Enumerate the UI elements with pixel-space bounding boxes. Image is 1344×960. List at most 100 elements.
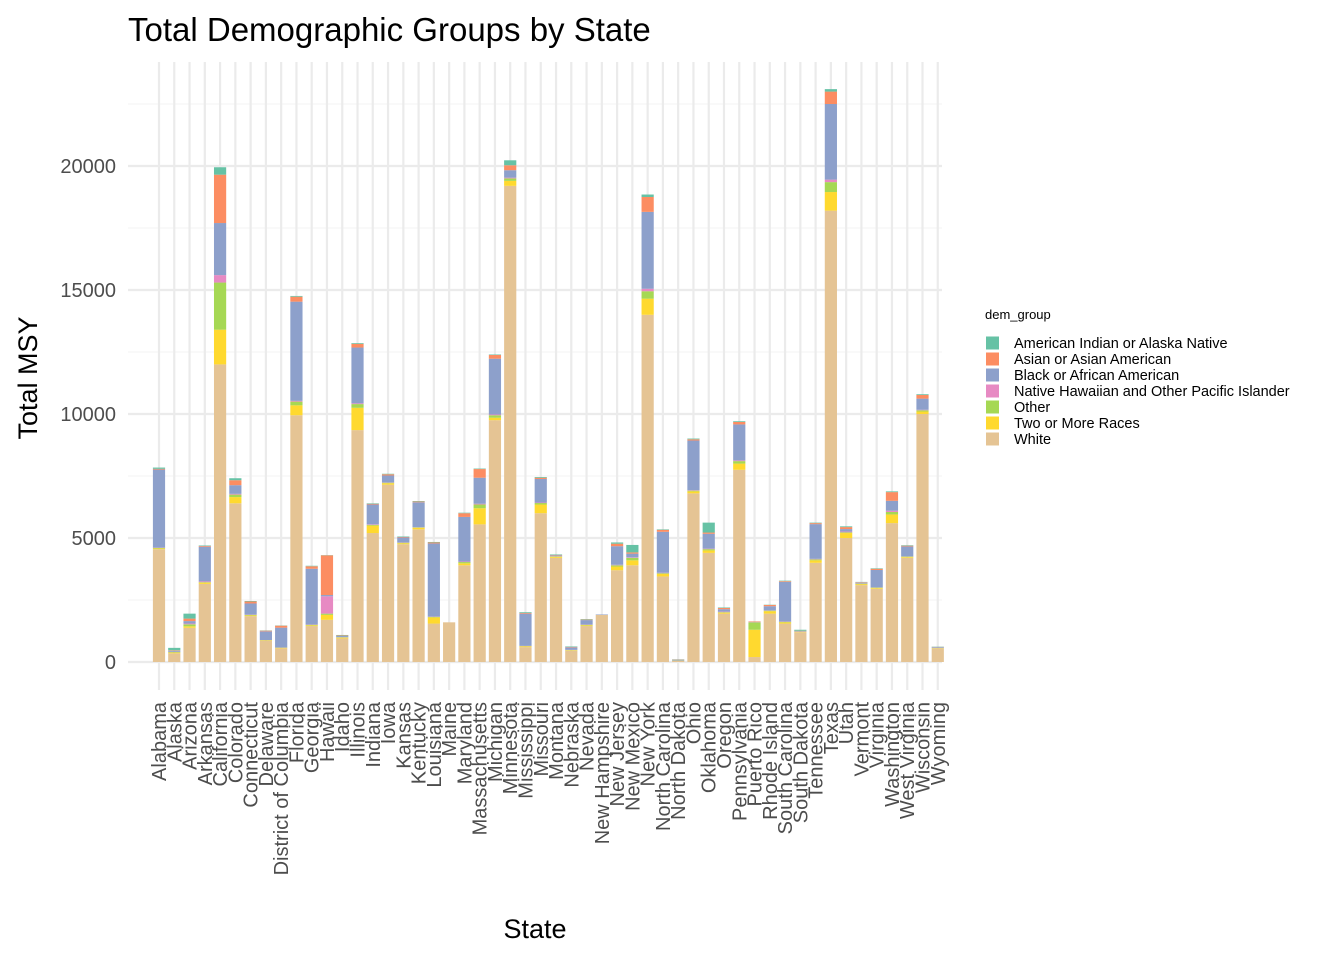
bar-segment <box>763 604 776 607</box>
bar-segment <box>840 527 853 530</box>
bar-segment <box>351 430 364 662</box>
x-tick-label: Florida <box>286 701 308 763</box>
x-tick-label: Colorado <box>225 702 247 783</box>
bar-segment <box>458 562 471 564</box>
bar-segment <box>504 185 517 662</box>
bar-segment <box>824 89 837 92</box>
bar-segment <box>565 647 578 650</box>
legend-label: Asian or Asian American <box>1014 352 1171 368</box>
bar-segment <box>183 627 196 662</box>
bar-segment <box>183 623 196 625</box>
bar-segment <box>885 514 899 524</box>
bar-segment <box>870 568 883 570</box>
bar-segment <box>626 560 639 566</box>
bar-segment <box>458 565 471 662</box>
bar-segment <box>626 553 639 558</box>
bar-segment <box>381 474 395 476</box>
bar-segment <box>748 622 761 630</box>
x-axis-ticks: AlabamaAlaskaArizonaArkansasCaliforniaCo… <box>149 701 950 875</box>
x-tick-label: Minnesota <box>500 701 522 794</box>
bar-segment <box>381 483 395 485</box>
bar-segment <box>916 394 929 395</box>
legend-label: Black or African American <box>1014 368 1179 384</box>
x-tick-label: Oklahoma <box>699 701 721 793</box>
bar-segment <box>473 508 486 525</box>
bar-segment <box>183 624 196 627</box>
legend-swatch <box>986 400 999 414</box>
bar-segment <box>397 537 410 543</box>
bar-segment <box>626 557 639 561</box>
x-tick-label: Ohio <box>683 702 705 744</box>
bar-segment <box>855 585 868 662</box>
bar-segment <box>504 177 517 179</box>
bar-segment <box>748 629 761 658</box>
bar-segment <box>809 524 822 559</box>
legend-swatch <box>986 352 999 366</box>
bar-segment <box>702 549 715 551</box>
x-tick-label: Washington <box>882 702 904 807</box>
bar-segment <box>229 485 242 494</box>
bar-segment <box>229 493 242 495</box>
bar-segment <box>809 560 822 563</box>
bar-segment <box>504 170 517 178</box>
bar-segment <box>504 165 517 171</box>
bar-segment <box>305 566 318 569</box>
x-axis-title: State <box>503 914 566 944</box>
y-tick-label: 5000 <box>72 528 117 550</box>
x-tick-label: Massachusetts <box>470 702 492 835</box>
bar-segment <box>168 650 181 652</box>
bar-segment <box>259 631 272 641</box>
bar-segment <box>611 542 624 544</box>
bar-segment <box>840 533 853 538</box>
y-axis-ticks: 0 5000 10000 15000 20000 <box>60 156 116 674</box>
bar-segment <box>259 630 272 632</box>
bar-segment <box>412 529 425 662</box>
bar-segment <box>626 552 639 554</box>
x-tick-label: Virginia <box>867 701 889 768</box>
legend-label: American Indian or Alaska Native <box>1014 336 1228 352</box>
bar-segment <box>152 467 166 469</box>
bar-segment <box>183 621 196 624</box>
bar-segment <box>611 566 624 571</box>
bar-segment <box>534 503 547 505</box>
bar-segment <box>213 364 227 662</box>
bar-segment <box>351 403 364 405</box>
bar-segment <box>885 491 899 493</box>
bar-segment <box>702 552 715 662</box>
bar-segment <box>778 581 792 622</box>
bar-segment <box>488 358 502 415</box>
y-tick-label: 0 <box>105 652 116 674</box>
bar-segment <box>885 510 899 512</box>
legend-swatch <box>986 416 999 430</box>
legend-swatch <box>986 432 999 446</box>
bar-segment <box>916 394 929 399</box>
legend-title: dem_group <box>985 307 1051 322</box>
bar-segment <box>473 504 486 509</box>
bar-segment <box>504 178 517 181</box>
bar-segment <box>870 569 883 588</box>
bar-segment <box>519 612 532 614</box>
bar-segment <box>901 546 914 557</box>
bar-segment <box>824 182 837 193</box>
bar-segment <box>488 415 502 418</box>
bar-segment <box>885 500 899 511</box>
bar-segment <box>488 354 502 359</box>
bar-segment <box>183 618 196 622</box>
bar-segment <box>656 573 670 577</box>
bar-segment <box>824 192 837 211</box>
bar-segment <box>611 543 624 547</box>
bar-segment <box>809 523 822 525</box>
x-tick-label: Louisiana <box>424 701 446 788</box>
bar-segment <box>213 174 227 224</box>
bar-segment <box>748 657 761 662</box>
bar-segment <box>366 525 379 534</box>
bar-segment <box>519 647 532 662</box>
bar-segment <box>763 606 776 611</box>
bar-segment <box>809 562 822 662</box>
bar-segment <box>885 523 899 662</box>
bar-segment <box>794 632 807 662</box>
bar-segment <box>855 584 868 586</box>
bar-segment <box>595 614 608 662</box>
bar-segment <box>534 478 547 503</box>
bar-segment <box>824 179 837 183</box>
